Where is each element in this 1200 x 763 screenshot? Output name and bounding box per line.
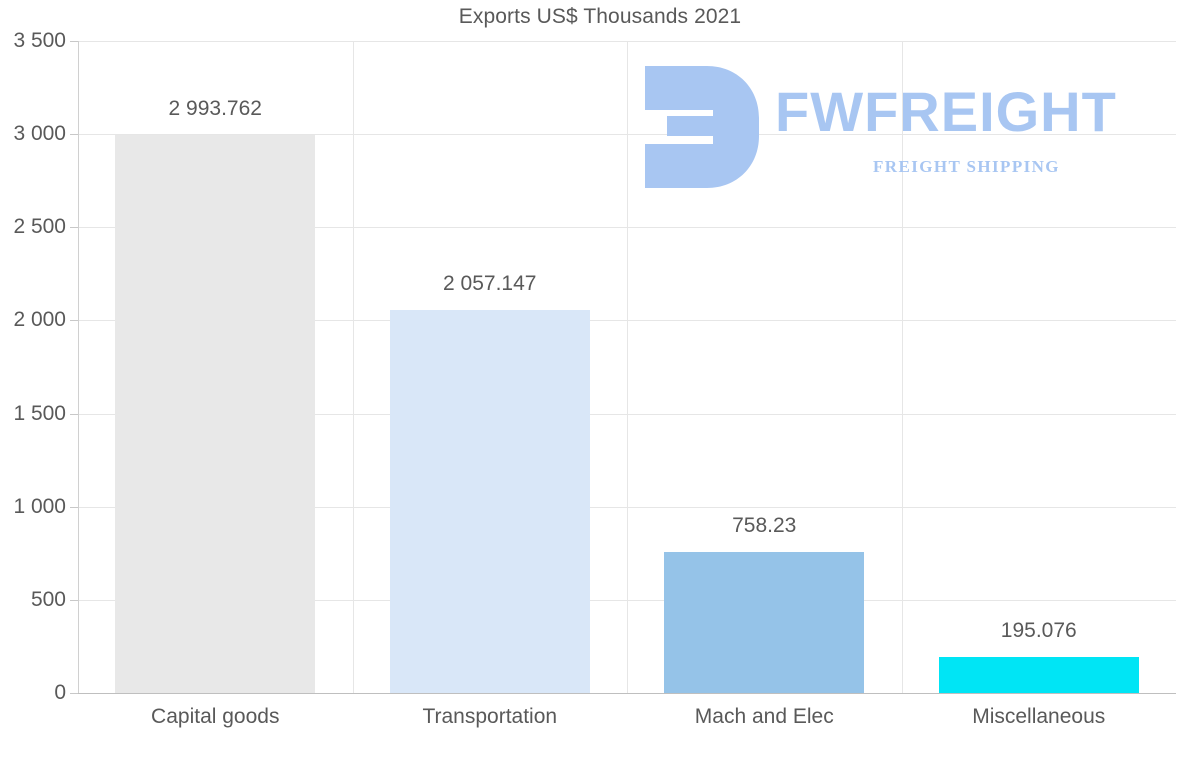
bar[interactable] xyxy=(938,656,1139,693)
y-axis-tick xyxy=(70,134,78,136)
gridline-vertical xyxy=(902,41,903,693)
y-axis-tick xyxy=(70,599,78,601)
x-axis-tick-label: Miscellaneous xyxy=(972,705,1106,728)
y-axis-tick xyxy=(70,41,78,42)
y-axis-tick-label: 2 000 xyxy=(13,308,66,332)
bars-layer xyxy=(0,41,1200,693)
x-axis-tick-label: Mach and Elec xyxy=(694,705,834,728)
bar-value-label: 2 993.762 xyxy=(168,97,262,121)
x-axis-tick-label: Transportation xyxy=(422,705,558,728)
y-axis-tick-label: 3 500 xyxy=(13,29,66,52)
chart-title: Exports US$ Thousands 2021 xyxy=(458,5,742,28)
y-axis-tick xyxy=(70,693,78,694)
y-axis-tick-label: 3 000 xyxy=(13,122,66,146)
y-axis-tick xyxy=(70,227,78,229)
y-axis-tick-label: 0 xyxy=(54,681,66,704)
y-axis-tick xyxy=(70,506,78,508)
gridline-vertical xyxy=(353,41,354,693)
y-axis-tick-label: 1 000 xyxy=(13,494,66,518)
bar[interactable] xyxy=(389,309,590,693)
x-axis-line xyxy=(70,693,1176,694)
gridline-vertical xyxy=(627,41,628,693)
y-axis-tick xyxy=(70,413,78,415)
x-axis-tick-label: Capital goods xyxy=(151,705,280,728)
y-axis-tick-label: 1 500 xyxy=(13,401,66,425)
y-axis-tick-label: 500 xyxy=(30,587,66,611)
bar-value-label: 2 057.147 xyxy=(443,271,537,295)
bar[interactable] xyxy=(664,551,865,693)
bar[interactable] xyxy=(115,135,316,693)
y-axis-tick xyxy=(70,320,78,322)
y-axis-tick-label: 2 500 xyxy=(13,215,66,239)
y-axis-labels: 0 500 1 000 1 500 2 000 2 500 3 000 3 500 xyxy=(0,0,66,763)
y-axis-line xyxy=(78,41,79,694)
bar-value-label: 758.23 xyxy=(732,513,797,537)
bar-value-label: 195.076 xyxy=(1000,618,1077,642)
